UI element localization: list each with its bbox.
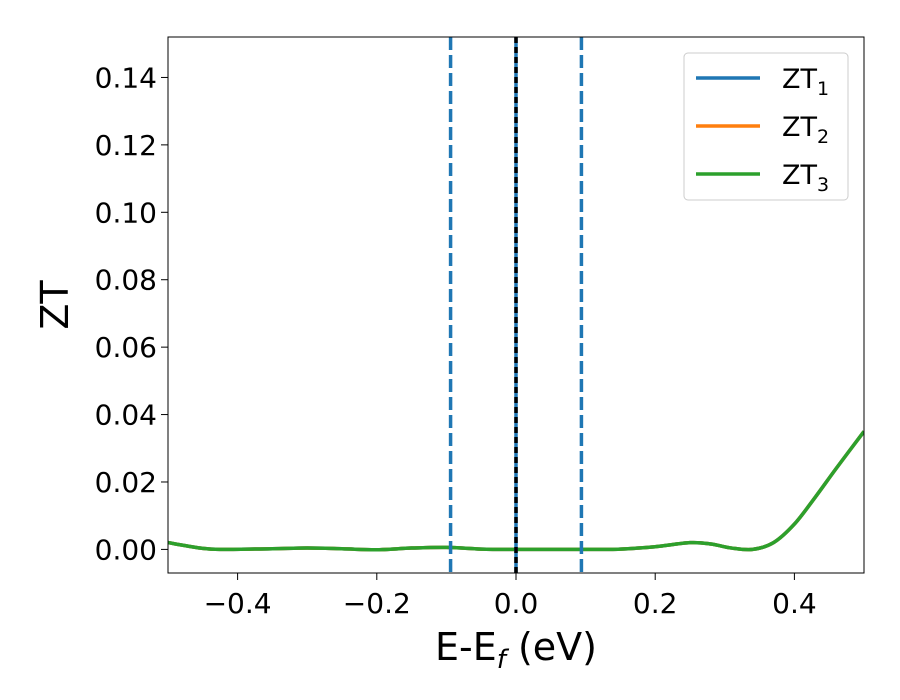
x-tick-label: −0.4 <box>204 587 272 620</box>
y-tick-label: 0.04 <box>95 399 157 432</box>
y-axis-ticks: 0.00 0.02 0.04 0.06 0.08 0.10 0.12 0.14 <box>95 61 168 566</box>
y-tick-label: 0.10 <box>95 196 157 229</box>
y-tick-label: 0.02 <box>95 466 157 499</box>
legend-label-zt3: ZT3 <box>782 160 829 196</box>
x-tick-label: 0.2 <box>633 587 678 620</box>
legend-label-zt2: ZT2 <box>782 112 829 148</box>
x-axis-label: E-Ef (eV) <box>435 625 597 675</box>
x-axis-ticks: −0.4 −0.2 0.0 0.2 0.4 <box>204 573 817 620</box>
series-line-zt3 <box>168 430 864 552</box>
legend-label-zt1: ZT1 <box>782 64 829 100</box>
y-tick-label: 0.14 <box>95 61 157 94</box>
legend-box <box>683 52 849 201</box>
y-tick-label: 0.12 <box>95 129 157 162</box>
y-axis-label: ZT <box>33 280 77 330</box>
plot-area <box>168 37 864 573</box>
y-tick-label: 0.00 <box>95 533 157 566</box>
x-tick-label: −0.2 <box>343 587 411 620</box>
x-tick-label: 0.0 <box>494 587 539 620</box>
x-tick-label: 0.4 <box>772 587 817 620</box>
legend: ZT1 ZT2 ZT3 <box>683 52 849 201</box>
y-tick-label: 0.06 <box>95 331 157 364</box>
y-tick-label: 0.08 <box>95 264 157 297</box>
